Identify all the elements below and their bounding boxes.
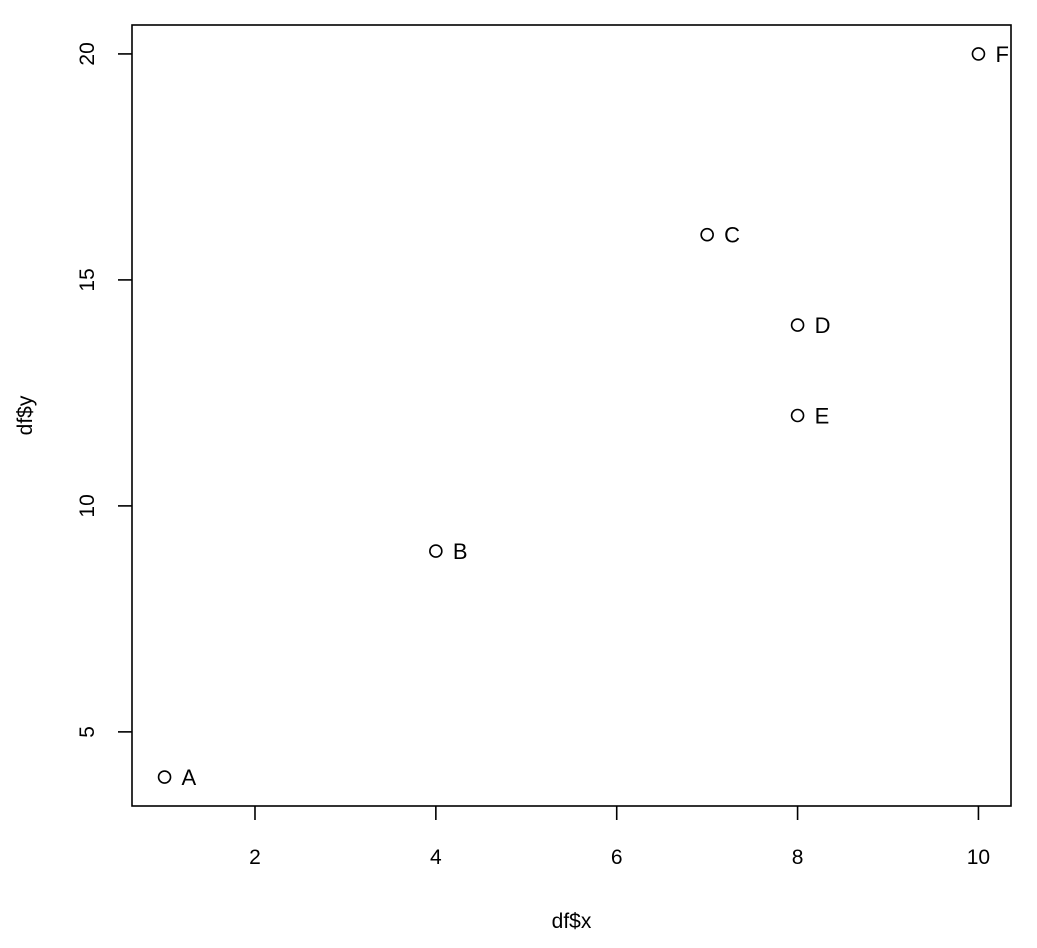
y-tick-label: 10 bbox=[76, 494, 99, 517]
x-tick-label: 2 bbox=[249, 846, 261, 869]
y-axis-title: df$y bbox=[14, 395, 37, 435]
point-label: F bbox=[995, 42, 1008, 67]
y-axis: 5 10 15 20 bbox=[76, 42, 132, 738]
x-axis: 2 4 6 8 10 bbox=[249, 806, 990, 869]
point-label: A bbox=[182, 765, 197, 790]
point-label: C bbox=[724, 223, 740, 248]
point-label: E bbox=[815, 404, 830, 429]
x-tick-label: 8 bbox=[792, 846, 804, 869]
y-tick-label: 15 bbox=[76, 268, 99, 291]
x-tick-label: 6 bbox=[611, 846, 623, 869]
data-point bbox=[971, 47, 986, 61]
plot-frame bbox=[131, 24, 1012, 807]
y-tick-label: 5 bbox=[76, 726, 99, 738]
x-tick-label: 10 bbox=[967, 846, 990, 869]
x-axis-title: df$x bbox=[552, 910, 592, 933]
y-tick-label: 20 bbox=[76, 42, 99, 65]
point-label: D bbox=[815, 313, 831, 338]
data-point bbox=[790, 408, 805, 423]
point-label: B bbox=[453, 539, 468, 564]
data-point bbox=[157, 770, 172, 784]
data-point bbox=[790, 318, 805, 332]
data-point bbox=[429, 544, 443, 558]
data-points: A B C D E F bbox=[157, 42, 1009, 790]
x-tick-label: 4 bbox=[430, 846, 442, 869]
data-point bbox=[700, 227, 714, 242]
